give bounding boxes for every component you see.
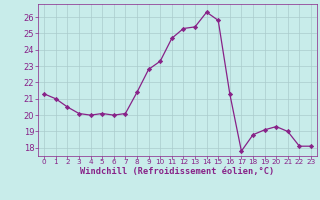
X-axis label: Windchill (Refroidissement éolien,°C): Windchill (Refroidissement éolien,°C)	[80, 167, 275, 176]
